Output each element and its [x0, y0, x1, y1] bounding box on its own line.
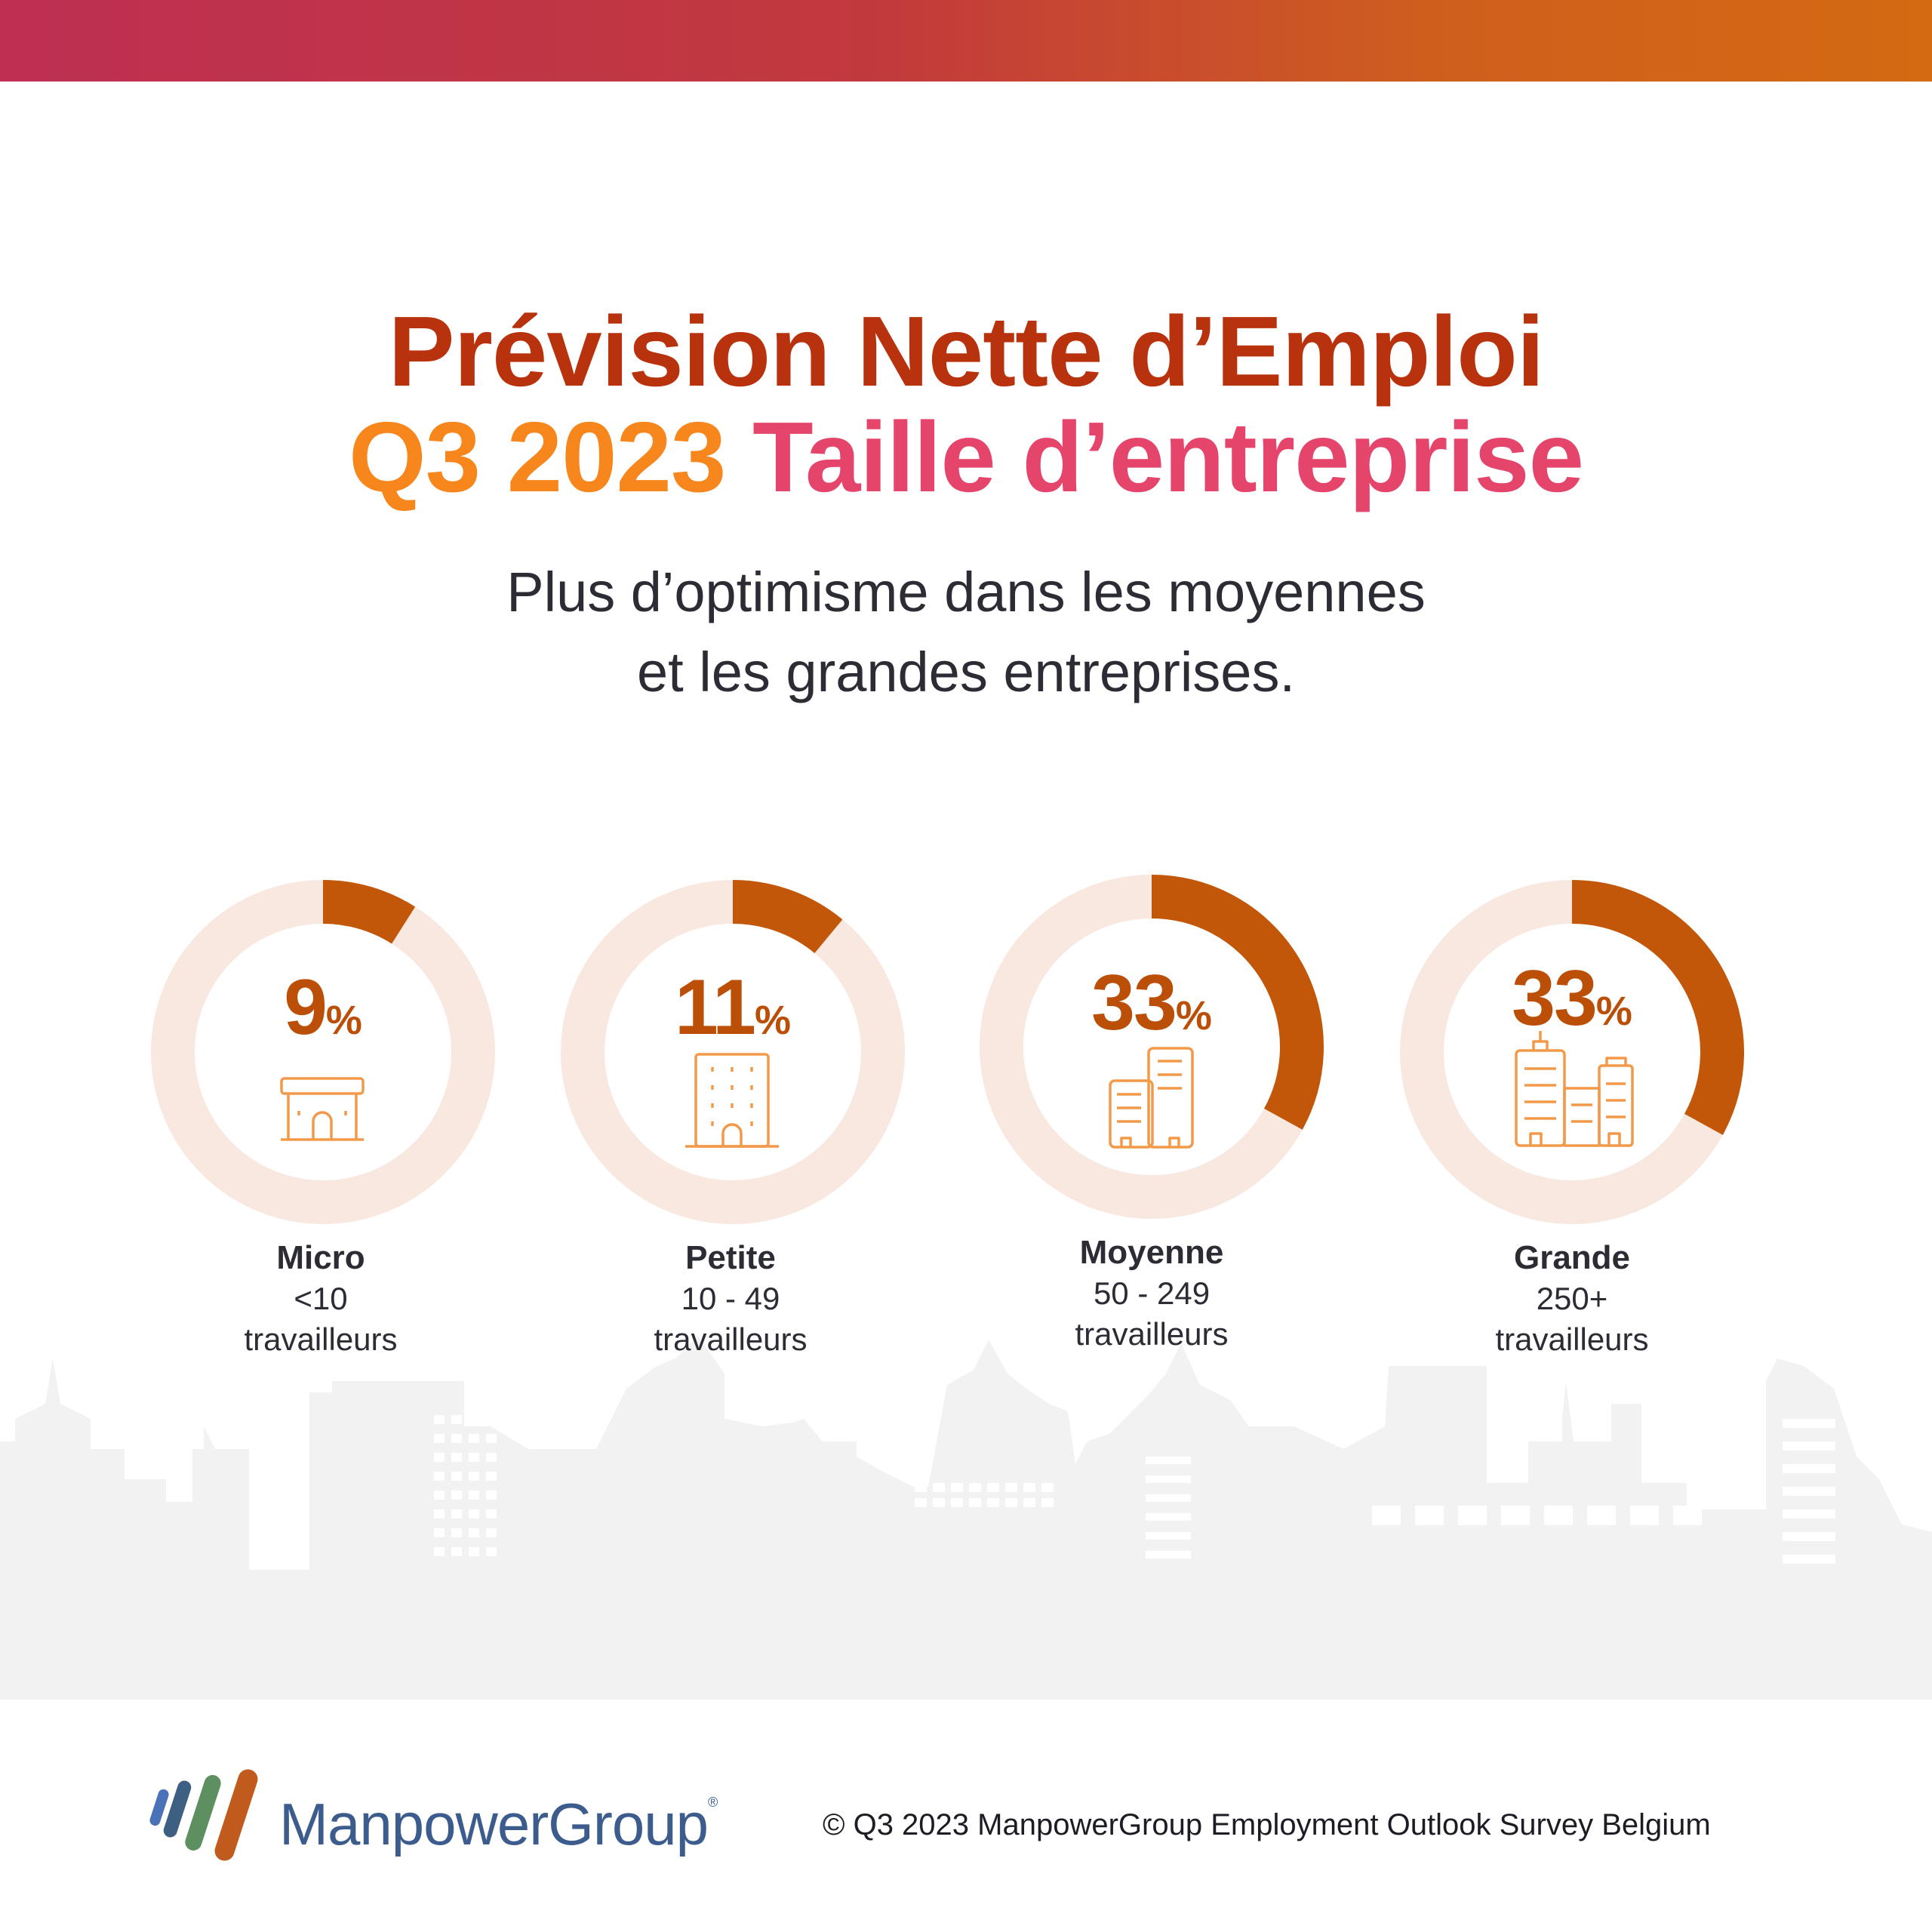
copyright-notice: © Q3 2023 ManpowerGroup Employment Outlo… — [823, 1808, 1711, 1841]
category-range-grande: 250+ — [1536, 1281, 1608, 1316]
top-accent-bar — [0, 0, 1932, 82]
city-buildings-icon — [1515, 1031, 1634, 1147]
category-range-micro: <10 — [294, 1281, 348, 1316]
title-line-1: Prévision Nette d’Emploi — [388, 296, 1545, 407]
subtitle-line-2: et les grandes entreprises. — [636, 641, 1296, 703]
category-name-petite: Petite — [685, 1239, 776, 1276]
value-number-petite: 11 — [675, 964, 756, 1051]
title-period: Q3 2023 — [348, 401, 726, 512]
donut-arc-micro — [322, 880, 416, 944]
category-unit-moyenne: travailleurs — [1075, 1316, 1229, 1352]
twin-towers-icon — [1109, 1047, 1194, 1149]
category-label-moyenne: Moyenne 50 - 249 travailleurs — [925, 1232, 1378, 1355]
title-topic: Taille d’entreprise — [752, 401, 1584, 512]
registered-mark: ® — [707, 1795, 718, 1810]
donut-micro — [151, 880, 495, 1224]
category-label-petite: Petite 10 - 49 travailleurs — [504, 1238, 957, 1360]
value-label-grande: 33% — [1346, 954, 1798, 1044]
donut-arc-grande — [1571, 880, 1744, 1135]
category-name-grande: Grande — [1513, 1239, 1631, 1276]
value-number-moyenne: 33 — [1091, 959, 1177, 1047]
category-unit-grande: travailleurs — [1495, 1321, 1649, 1357]
value-label-moyenne: 33% — [925, 958, 1378, 1048]
small-shop-icon — [280, 1077, 365, 1141]
brand-text: ManpowerGroup — [279, 1791, 709, 1857]
title-line-2: Q3 2023 Taille d’entreprise — [0, 400, 1932, 514]
percent-sign-moyenne: % — [1175, 993, 1212, 1038]
category-unit-micro: travailleurs — [244, 1321, 398, 1357]
subtitle: Plus d’optimisme dans les moyennes et le… — [0, 552, 1932, 712]
category-range-petite: 10 - 49 — [681, 1281, 780, 1316]
percent-sign-micro: % — [325, 998, 362, 1043]
percent-sign-grande: % — [1595, 989, 1632, 1034]
category-label-micro: Micro <10 travailleurs — [94, 1238, 547, 1360]
value-label-petite: 11% — [506, 963, 959, 1053]
donut-moyenne — [980, 875, 1324, 1219]
category-range-moyenne: 50 - 249 — [1093, 1275, 1211, 1311]
percent-sign-petite: % — [754, 998, 791, 1043]
category-label-grande: Grande 250+ travailleurs — [1346, 1238, 1798, 1360]
value-number-grande: 33 — [1512, 955, 1598, 1042]
category-name-micro: Micro — [276, 1239, 365, 1276]
manpowergroup-logo-icon — [149, 1769, 258, 1861]
city-skyline-background — [0, 1336, 1932, 1700]
value-number-micro: 9 — [284, 964, 328, 1051]
office-building-icon — [685, 1053, 779, 1148]
brand-name: ManpowerGroup® — [279, 1790, 718, 1859]
donut-grande — [1400, 880, 1744, 1224]
donut-petite — [561, 880, 905, 1224]
category-unit-petite: travailleurs — [654, 1321, 808, 1357]
donut-arc-petite — [732, 880, 843, 954]
donut-arc-moyenne — [1151, 875, 1324, 1130]
subtitle-line-1: Plus d’optimisme dans les moyennes — [506, 561, 1426, 623]
category-name-moyenne: Moyenne — [1079, 1234, 1224, 1271]
value-label-micro: 9% — [97, 963, 549, 1053]
